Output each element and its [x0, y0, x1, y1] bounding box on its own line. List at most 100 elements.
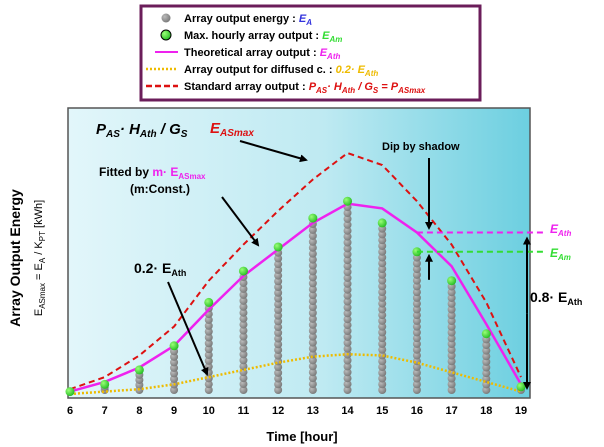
array-output-point	[274, 260, 283, 269]
array-output-point	[343, 214, 352, 223]
array-output-point	[343, 315, 352, 324]
array-output-point	[308, 273, 317, 282]
array-output-point	[412, 311, 421, 320]
array-output-point	[412, 259, 421, 268]
array-output-point	[378, 328, 387, 337]
max-hourly-output-point	[169, 341, 179, 351]
annotation-easmax: EASmax	[210, 120, 254, 139]
array-output-point	[447, 322, 456, 331]
legend-item-label: Theoretical array output :	[184, 47, 320, 59]
legend-item-gray-dot: Array output energy : EA	[161, 13, 312, 27]
array-output-point	[308, 320, 317, 329]
max-hourly-output-point	[65, 387, 75, 397]
legend-item-red-dash: Standard array output : PAS· HAth / GS =…	[146, 81, 426, 95]
array-output-point	[378, 253, 387, 262]
array-output-point	[412, 322, 421, 331]
max-hourly-output-point	[273, 242, 283, 252]
array-output-point	[378, 345, 387, 354]
y-formula-b: = E	[33, 263, 45, 283]
legend-item-text: Standard array output : PAS· HAth / GS =…	[184, 81, 426, 95]
array-output-point	[274, 283, 283, 292]
x-tick-label: 19	[515, 405, 527, 417]
array-output-point	[170, 352, 179, 361]
array-output-point	[482, 386, 491, 394]
array-output-point	[343, 303, 352, 312]
array-output-point	[378, 351, 387, 360]
array-output-point	[239, 302, 248, 311]
array-output-point	[239, 314, 248, 323]
array-output-point	[343, 332, 352, 341]
array-output-point	[274, 368, 283, 377]
array-output-point	[378, 322, 387, 331]
array-output-point	[343, 209, 352, 217]
array-output-point	[204, 315, 213, 324]
array-output-point	[378, 362, 387, 371]
array-output-point	[308, 332, 317, 341]
legend-item-symbol: 0.2· E	[336, 64, 366, 76]
array-output-point	[204, 386, 213, 394]
legend-item-label: Max. hourly array output :	[184, 30, 322, 42]
p8-sub: Ath	[567, 297, 582, 307]
array-output-point	[378, 311, 387, 320]
eath-r-sub: Ath	[557, 229, 571, 238]
array-output-point	[239, 350, 248, 359]
array-output-point	[378, 236, 387, 245]
legend-item-text: Array output energy : EA	[184, 13, 312, 27]
array-output-point	[274, 265, 283, 274]
array-output-point	[343, 238, 352, 247]
array-output-point	[204, 374, 213, 383]
array-output-point	[378, 270, 387, 279]
array-output-point	[239, 308, 248, 317]
array-output-point	[447, 351, 456, 360]
legend: Array output energy : EA Max. hourly arra…	[139, 4, 482, 102]
annotation-fitted: Fitted by m· EASmax	[99, 165, 206, 181]
array-output-point	[482, 363, 491, 372]
array-output-point	[378, 334, 387, 343]
legend-item-sub: S	[373, 86, 379, 95]
legend-green-dot-icon	[160, 29, 172, 41]
array-output-point	[343, 338, 352, 347]
y-formula-d: [kWh]	[33, 200, 45, 231]
array-output-point	[447, 362, 456, 371]
array-output-point	[274, 311, 283, 320]
array-output-point	[412, 282, 421, 291]
array-output-point	[447, 316, 456, 325]
array-output-point	[447, 339, 456, 348]
plot-area	[67, 107, 531, 399]
array-output-point	[343, 309, 352, 318]
array-output-point	[170, 369, 179, 378]
x-tick-label: 11	[238, 405, 250, 417]
x-tick-label: 12	[272, 405, 284, 417]
array-output-point	[482, 369, 491, 378]
array-output-point	[378, 386, 387, 394]
array-output-point	[274, 351, 283, 360]
max-hourly-output-point	[481, 329, 491, 339]
x-tick-label: 7	[102, 405, 108, 417]
annotation-08eath: 0.8· EAth	[530, 289, 582, 307]
y-axis-formula: EASmax = EA / KPT [kWh]	[33, 200, 47, 316]
array-output-point	[378, 305, 387, 314]
array-output-point	[308, 314, 317, 323]
diffused-output-line	[69, 352, 522, 396]
array-output-point	[378, 264, 387, 273]
array-output-point	[274, 363, 283, 372]
array-output-point	[378, 357, 387, 366]
array-output-point	[308, 243, 317, 252]
array-output-point	[412, 270, 421, 279]
max-hourly-output-point	[238, 266, 248, 276]
array-output-point	[412, 374, 421, 383]
legend-item-sub: A	[305, 18, 312, 27]
array-output-point	[308, 326, 317, 335]
array-output-point	[378, 247, 387, 256]
fitted-b: m· E	[152, 165, 178, 179]
x-tick-label: 17	[445, 405, 457, 417]
legend-item-text: Max. hourly array output : EAm	[184, 30, 342, 44]
array-output-point	[343, 226, 352, 235]
p2-a: 0.2· E	[134, 260, 171, 276]
x-tick-label: 15	[376, 405, 388, 417]
array-output-point	[447, 357, 456, 366]
array-output-point	[274, 386, 283, 394]
array-output-point	[170, 358, 179, 367]
array-output-point	[447, 345, 456, 354]
array-output-point	[343, 386, 352, 394]
